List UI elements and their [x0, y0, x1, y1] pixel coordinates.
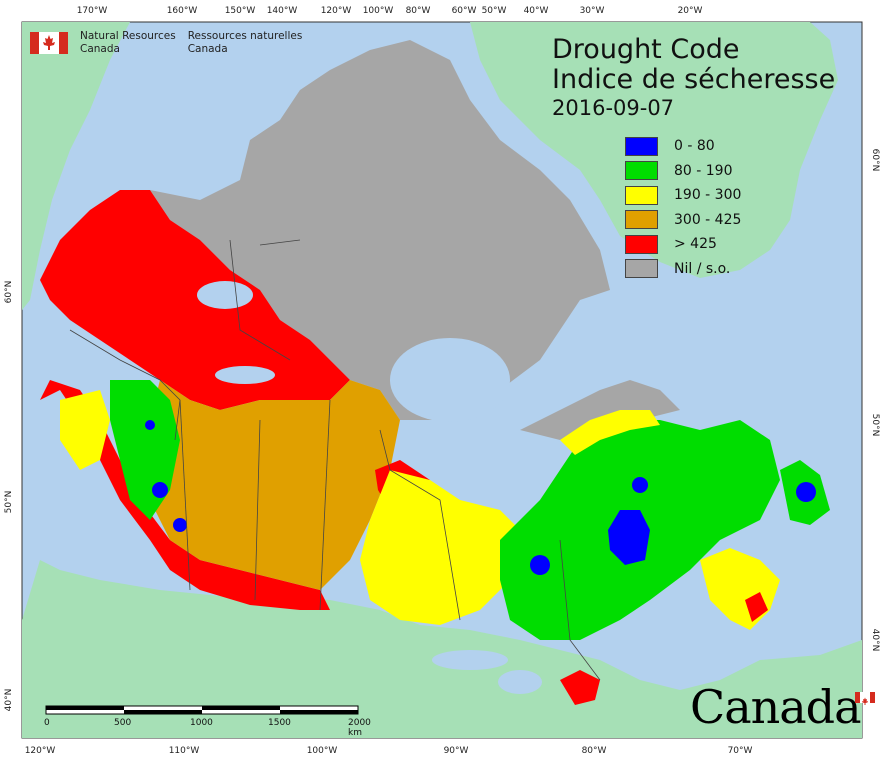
graticule-label: 40°W	[524, 6, 549, 16]
legend-item: 80 - 190	[625, 159, 741, 184]
graticule-right: 60°N 50°N 40°N	[870, 149, 880, 652]
agency-signature: Natural Resources Canada Ressources natu…	[30, 30, 314, 56]
graticule-label: 50°N	[870, 414, 880, 437]
legend-swatch	[625, 185, 658, 205]
legend-item: 190 - 300	[625, 183, 741, 208]
zone-blue-west-2	[173, 518, 187, 532]
scale-tick-1000: 1000	[190, 718, 213, 728]
zone-blue-quebec-3	[530, 555, 550, 575]
graticule-label: 20°W	[678, 6, 703, 16]
usa-land	[22, 560, 862, 738]
legend-item: 0 - 80	[625, 134, 741, 159]
legend-item: Nil / s.o.	[625, 257, 741, 282]
wordmark-flag-icon	[854, 692, 875, 705]
graticule-label: 80°W	[406, 6, 431, 16]
alaska-land	[22, 22, 130, 310]
agency-en-line1: Natural Resources	[80, 30, 176, 42]
nil-labrador	[520, 380, 680, 440]
graticule-label: 40°N	[4, 689, 14, 712]
graticule-label: 120°W	[321, 6, 352, 16]
graticule-label: 50°W	[482, 6, 507, 16]
legend-label: 190 - 300	[674, 187, 742, 204]
legend-label: 80 - 190	[674, 162, 733, 179]
map-title-fr: Indice de sécheresse	[552, 64, 836, 95]
zone-blue-quebec-2	[632, 477, 648, 493]
graticule-label: 160°W	[167, 6, 198, 16]
graticule-bottom: 120°W 110°W 100°W 90°W 80°W 70°W	[25, 746, 753, 756]
canada-flag-icon	[30, 32, 68, 54]
agency-name-en: Natural Resources Canada	[80, 30, 176, 56]
graticule-label: 120°W	[25, 746, 56, 756]
graticule-left: 60°N 50°N 40°N	[4, 281, 14, 712]
graticule-label: 80°W	[582, 746, 607, 756]
scale-tick-500: 500	[114, 718, 132, 728]
zone-yellow-west	[60, 390, 110, 470]
agency-fr-line2: Canada	[187, 43, 228, 55]
legend-swatch	[625, 259, 658, 279]
arctic-archipelago	[150, 40, 610, 420]
legend-swatch	[625, 234, 658, 254]
lake-superior	[432, 650, 508, 670]
scale-bar: 0 500 1000 1500 2000 km	[44, 702, 371, 738]
legend-label: Nil / s.o.	[674, 260, 731, 277]
lake-great-slave	[215, 366, 275, 384]
graticule-label: 90°W	[444, 746, 469, 756]
canada-wordmark: Canada	[690, 684, 875, 730]
scale-bar-graphic	[45, 705, 359, 715]
graticule-label: 70°W	[728, 746, 753, 756]
agency-fr-line1: Ressources naturelles	[187, 30, 303, 42]
agency-en-line2: Canada	[80, 43, 120, 55]
legend: 0 - 80 80 - 190 190 - 300 300 - 425 > 425 Nil…	[625, 134, 741, 281]
zone-red-south-ontario	[560, 670, 600, 705]
zone-yellow-quebec-north	[560, 410, 660, 455]
legend-swatch	[625, 161, 658, 181]
graticule-label: 140°W	[267, 6, 298, 16]
lake-great-bear	[197, 281, 253, 309]
zone-blue-west-3	[145, 420, 155, 430]
legend-item: 300 - 425	[625, 208, 741, 233]
graticule-label: 40°N	[870, 629, 880, 652]
zone-red-maritimes	[745, 592, 768, 622]
scale-tick-1500: 1500	[268, 718, 291, 728]
zone-blue-west-1	[152, 482, 168, 498]
zone-orange-central	[140, 380, 400, 590]
scale-tick-0: 0	[44, 718, 50, 728]
graticule-label: 60°N	[4, 281, 14, 304]
graticule-top: 170°W 160°W 150°W 140°W 120°W 100°W 80°W 60°W 50…	[77, 6, 703, 16]
graticule-label: 100°W	[363, 6, 394, 16]
legend-swatch	[625, 136, 658, 156]
graticule-label: 170°W	[77, 6, 108, 16]
lake-hudson-bay	[390, 338, 510, 422]
graticule-label: 60°N	[870, 149, 880, 172]
map-date: 2016-09-07	[552, 96, 675, 120]
graticule-label: 110°W	[169, 746, 200, 756]
zone-blue-quebec	[608, 510, 650, 565]
legend-swatch	[625, 210, 658, 230]
legend-label: 0 - 80	[674, 138, 715, 155]
lake-huron	[498, 670, 542, 694]
graticule-label: 30°W	[580, 6, 605, 16]
zone-blue-newfoundland	[796, 482, 816, 502]
zone-yellow-ontario	[360, 470, 520, 625]
scale-tick-2000: 2000 km	[348, 718, 371, 738]
legend-label: > 425	[674, 236, 717, 253]
zone-red-nw	[40, 190, 350, 410]
wordmark-text: Canada	[690, 680, 862, 734]
legend-item: > 425	[625, 232, 741, 257]
graticule-label: 150°W	[225, 6, 256, 16]
graticule-label: 60°W	[452, 6, 477, 16]
province-borders	[69, 239, 601, 681]
agency-name-fr: Ressources naturelles Canada	[188, 30, 303, 56]
graticule-label: 100°W	[307, 746, 338, 756]
legend-label: 300 - 425	[674, 211, 742, 228]
graticule-label: 50°N	[4, 491, 14, 514]
map-title: Drought Code	[552, 34, 740, 65]
